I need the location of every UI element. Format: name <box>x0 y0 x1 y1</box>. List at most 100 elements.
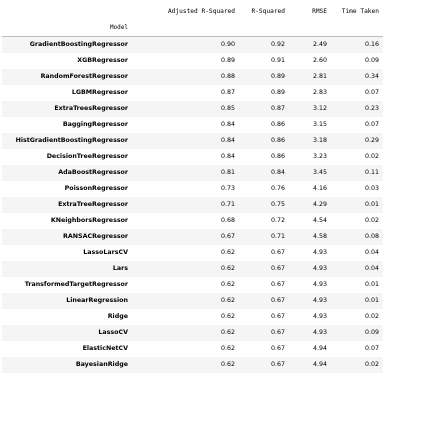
time-taken-cell: 0.01 <box>364 201 379 208</box>
rmse-cell: 4.58 <box>312 233 327 240</box>
r-squared-cell: 0.71 <box>270 233 285 240</box>
model-name-cell: ElasticNetCV <box>82 345 128 352</box>
time-taken-cell: 0.09 <box>364 57 379 64</box>
time-taken-cell: 0.01 <box>364 281 379 288</box>
adjusted-r-squared-cell: 0.62 <box>220 361 235 368</box>
adjusted-r-squared-cell: 0.62 <box>220 329 235 336</box>
model-name-cell: Lars <box>112 265 128 272</box>
table-row: ExtraTreeRegressor 0.71 0.75 4.29 0.01 <box>2 197 383 213</box>
time-taken-cell: 0.23 <box>364 105 379 112</box>
model-name-cell: TransformedTargetRegressor <box>24 281 128 288</box>
table-row: GradientBoostingRegressor 0.90 0.92 2.49 0.1… <box>2 36 383 53</box>
column-header-row: Adjusted R-Squared R-Squared RMSE Time T… <box>2 4 383 20</box>
time-taken-cell: 0.09 <box>364 329 379 336</box>
rmse-cell: 3.12 <box>312 105 327 112</box>
index-name-label: Model <box>2 20 132 37</box>
rmse-cell: 4.93 <box>312 313 327 320</box>
r-squared-cell: 0.67 <box>270 329 285 336</box>
r-squared-cell: 0.67 <box>270 297 285 304</box>
table-row: LassoCV 0.62 0.67 4.93 0.09 <box>2 325 383 341</box>
rmse-cell: 3.18 <box>312 137 327 144</box>
time-taken-cell: 0.02 <box>364 217 379 224</box>
r-squared-cell: 0.86 <box>270 137 285 144</box>
rmse-cell: 4.93 <box>312 265 327 272</box>
adjusted-r-squared-cell: 0.62 <box>220 265 235 272</box>
adjusted-r-squared-cell: 0.84 <box>220 137 235 144</box>
adjusted-r-squared-cell: 0.62 <box>220 345 235 352</box>
rmse-cell: 2.49 <box>312 41 327 48</box>
model-name-cell: PoissonRegressor <box>64 185 128 192</box>
r-squared-cell: 0.89 <box>270 73 285 80</box>
table-row: KNeighborsRegressor 0.68 0.72 4.54 0.02 <box>2 213 383 229</box>
time-taken-cell: 0.07 <box>364 121 379 128</box>
table-row: BaggingRegressor 0.84 0.86 3.15 0.07 <box>2 117 383 133</box>
r-squared-cell: 0.67 <box>270 345 285 352</box>
adjusted-r-squared-cell: 0.73 <box>220 185 235 192</box>
r-squared-cell: 0.75 <box>270 201 285 208</box>
model-name-cell: AdaBoostRegressor <box>58 169 128 176</box>
r-squared-cell: 0.87 <box>270 105 285 112</box>
table-row: LinearRegression 0.62 0.67 4.93 0.01 <box>2 293 383 309</box>
model-name-cell: BaggingRegressor <box>62 121 128 128</box>
index-header-blank <box>2 4 132 20</box>
r-squared-cell: 0.92 <box>270 41 285 48</box>
column-header-time-taken: Time Taken <box>341 8 379 15</box>
index-name-row: Model <box>2 20 383 37</box>
r-squared-cell: 0.91 <box>270 57 285 64</box>
rmse-cell: 2.60 <box>312 57 327 64</box>
r-squared-cell: 0.67 <box>270 313 285 320</box>
adjusted-r-squared-cell: 0.62 <box>220 249 235 256</box>
rmse-cell: 3.45 <box>312 169 327 176</box>
table-row: ExtraTreesRegressor 0.85 0.87 3.12 0.23 <box>2 101 383 117</box>
column-header-r-squared: R-Squared <box>251 8 285 15</box>
r-squared-cell: 0.67 <box>270 281 285 288</box>
table-row: Ridge 0.62 0.67 4.93 0.02 <box>2 309 383 325</box>
rmse-cell: 4.94 <box>312 345 327 352</box>
time-taken-cell: 0.07 <box>364 345 379 352</box>
adjusted-r-squared-cell: 0.68 <box>220 217 235 224</box>
table-row: RandomForestRegressor 0.88 0.89 2.81 0.34 <box>2 69 383 85</box>
rmse-cell: 4.29 <box>312 201 327 208</box>
time-taken-cell: 0.02 <box>364 361 379 368</box>
time-taken-cell: 0.34 <box>364 73 379 80</box>
table-row: TransformedTargetRegressor 0.62 0.67 4.93 0.… <box>2 277 383 293</box>
adjusted-r-squared-cell: 0.84 <box>220 153 235 160</box>
time-taken-cell: 0.29 <box>364 137 379 144</box>
table-row: AdaBoostRegressor 0.81 0.84 3.45 0.11 <box>2 165 383 181</box>
model-name-cell: LassoCV <box>98 329 128 336</box>
adjusted-r-squared-cell: 0.62 <box>220 313 235 320</box>
rmse-cell: 4.93 <box>312 329 327 336</box>
model-name-cell: GradientBoostingRegressor <box>29 41 128 48</box>
model-name-cell: DecisionTreeRegressor <box>46 153 128 160</box>
r-squared-cell: 0.67 <box>270 361 285 368</box>
time-taken-cell: 0.03 <box>364 185 379 192</box>
r-squared-cell: 0.72 <box>270 217 285 224</box>
model-name-cell: KNeighborsRegressor <box>50 217 128 224</box>
table-body: GradientBoostingRegressor 0.90 0.92 2.49 0.1… <box>2 36 383 373</box>
time-taken-cell: 0.04 <box>364 249 379 256</box>
model-name-cell: LinearRegression <box>66 297 128 304</box>
rmse-cell: 2.83 <box>312 89 327 96</box>
rmse-cell: 4.94 <box>312 361 327 368</box>
table-row: LGBMRegressor 0.87 0.89 2.83 0.07 <box>2 85 383 101</box>
rmse-cell: 4.93 <box>312 281 327 288</box>
model-name-cell: BayesianRidge <box>75 361 128 368</box>
r-squared-cell: 0.67 <box>270 265 285 272</box>
column-header-adjusted-r-squared: Adjusted R-Squared <box>167 8 235 15</box>
adjusted-r-squared-cell: 0.81 <box>220 169 235 176</box>
rmse-cell: 4.54 <box>312 217 327 224</box>
time-taken-cell: 0.04 <box>364 265 379 272</box>
adjusted-r-squared-cell: 0.62 <box>220 297 235 304</box>
results-dataframe: Adjusted R-Squared R-Squared RMSE Time T… <box>2 4 383 373</box>
rmse-cell: 4.93 <box>312 297 327 304</box>
model-name-cell: HistGradientBoostingRegressor <box>15 137 128 144</box>
table-row: PoissonRegressor 0.73 0.76 4.16 0.03 <box>2 181 383 197</box>
time-taken-cell: 0.11 <box>364 169 379 176</box>
r-squared-cell: 0.89 <box>270 89 285 96</box>
table-row: Lars 0.62 0.67 4.93 0.04 <box>2 261 383 277</box>
time-taken-cell: 0.01 <box>364 297 379 304</box>
model-name-cell: RANSACRegressor <box>63 233 128 240</box>
model-name-cell: LGBMRegressor <box>71 89 128 96</box>
r-squared-cell: 0.86 <box>270 121 285 128</box>
